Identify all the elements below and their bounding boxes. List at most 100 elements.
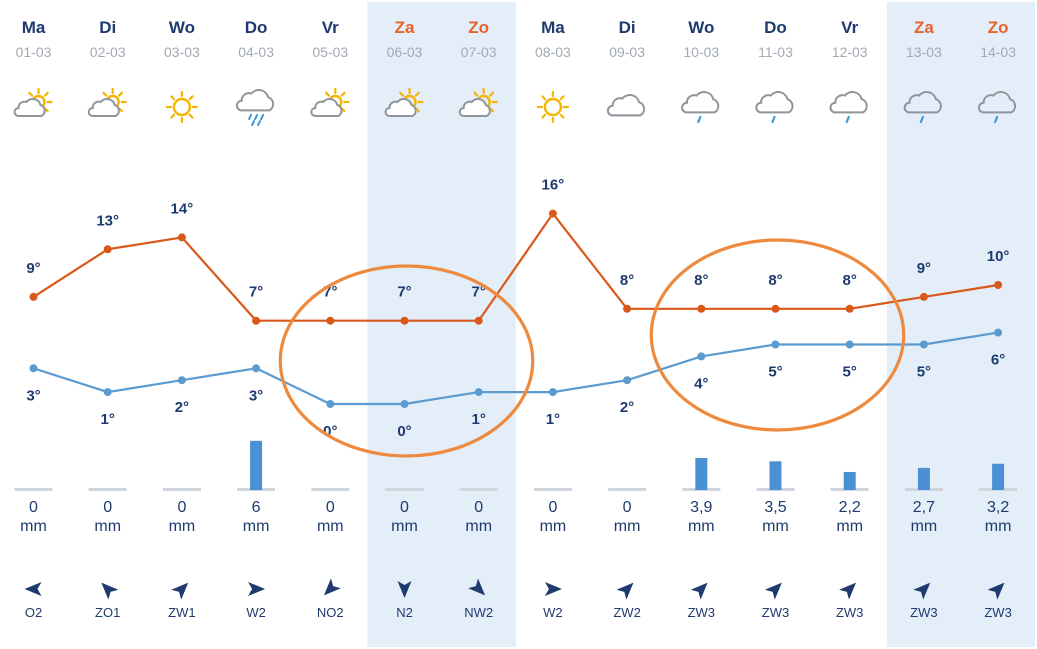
- min-temp-label: 5°: [917, 364, 931, 381]
- precip-unit: mm: [94, 518, 121, 535]
- day-name: Ma: [22, 18, 46, 37]
- arrow-northeast-icon: [616, 582, 634, 600]
- max-temp-label: 8°: [843, 272, 857, 289]
- min-temp-label: 4°: [694, 375, 708, 392]
- partly-cloudy-icon: [384, 87, 424, 117]
- min-temp-point: [771, 340, 780, 349]
- sun-ray: [399, 91, 405, 97]
- sun-ray: [28, 91, 34, 97]
- drizzle-cloud-icon: [903, 91, 942, 124]
- max-temp-point: [919, 292, 928, 301]
- cloud-shape: [681, 91, 720, 114]
- precip-baseline: [608, 488, 647, 491]
- cloud-shape: [606, 94, 646, 117]
- day-name: Za: [395, 18, 415, 37]
- sun-ray: [559, 113, 565, 119]
- precip-value: 3,2: [987, 499, 1009, 516]
- precip-unit: mm: [540, 518, 567, 535]
- arrow-southeast-icon: [468, 578, 486, 596]
- precip-baseline: [385, 488, 424, 491]
- max-temp-point: [994, 281, 1003, 289]
- wind-label: W2: [543, 605, 563, 620]
- min-temp-point: [623, 376, 632, 385]
- day-date: 01-03: [16, 44, 52, 60]
- rain-drop: [254, 114, 259, 120]
- min-temp-label: 6°: [991, 352, 1005, 369]
- sun-ray: [117, 91, 123, 97]
- min-temp-point: [177, 376, 186, 385]
- precip-value: 0: [400, 499, 409, 516]
- min-temp-label: 5°: [843, 364, 857, 381]
- day-date: 06-03: [387, 44, 423, 60]
- wind-label: ZW2: [613, 605, 640, 620]
- min-temp-point: [29, 364, 38, 373]
- precip-unit: mm: [169, 518, 196, 535]
- day-name: Do: [245, 18, 268, 37]
- rain-drop: [248, 114, 253, 120]
- sun-ray: [188, 113, 194, 119]
- min-temp-point: [474, 388, 483, 397]
- max-temp-label: 7°: [472, 284, 486, 301]
- sun-ray: [188, 95, 194, 101]
- min-temp-point: [919, 340, 928, 349]
- sun-ray: [541, 95, 547, 101]
- cloud-shape: [384, 98, 417, 117]
- wind-arrow-shape: [397, 581, 412, 598]
- day-date: 07-03: [461, 44, 497, 60]
- max-temp-label: 8°: [620, 272, 634, 289]
- rain-drop: [257, 120, 262, 126]
- wind-label: NW2: [464, 605, 493, 620]
- cloud-shape: [310, 98, 343, 117]
- precip-baseline: [162, 488, 201, 491]
- precip-value: 2,2: [839, 499, 861, 516]
- drizzle-cloud-icon: [681, 91, 720, 124]
- precip-unit: mm: [614, 518, 641, 535]
- precip-unit: mm: [985, 518, 1012, 535]
- wind-arrow-shape: [616, 582, 634, 600]
- min-temp-point: [326, 400, 335, 408]
- max-temp-point: [548, 209, 557, 218]
- rain-drop: [845, 115, 850, 124]
- wind-arrow-shape: [839, 582, 857, 600]
- precip-value: 0: [103, 499, 112, 516]
- max-temp-label: 7°: [397, 284, 411, 301]
- max-temp-label: 7°: [249, 284, 263, 301]
- precip-baseline: [88, 488, 127, 491]
- max-temp-label: 13°: [96, 212, 119, 229]
- precip-unit: mm: [762, 518, 789, 535]
- max-temp-point: [771, 304, 780, 313]
- precip-value: 0: [326, 499, 335, 516]
- min-temp-label: 2°: [620, 399, 634, 416]
- sun-ray: [559, 95, 565, 101]
- arrow-northeast-icon: [839, 582, 857, 600]
- max-temp-point: [29, 292, 38, 301]
- annotation-ellipse: [649, 238, 906, 432]
- sun-ray: [325, 91, 331, 97]
- rain-drop: [697, 115, 702, 124]
- sun-ray: [473, 91, 479, 97]
- min-temp-line: [33, 331, 999, 406]
- drizzle-cloud-icon: [755, 91, 794, 124]
- wind-label: O2: [25, 605, 42, 620]
- max-temp-point: [103, 245, 112, 254]
- day-name: Di: [619, 18, 636, 37]
- min-temp-label: 5°: [768, 364, 782, 381]
- min-temp-point: [994, 328, 1003, 337]
- drizzle-cloud-icon: [977, 91, 1017, 124]
- precip-bar: [695, 458, 708, 490]
- max-temp-label: 10°: [987, 248, 1010, 265]
- wind-arrow-shape: [468, 578, 486, 596]
- precip-baseline: [14, 488, 53, 491]
- min-temp-point: [103, 388, 112, 397]
- cloud-shape: [235, 89, 275, 112]
- drizzle-cloud-icon: [829, 91, 868, 124]
- day-date: 11-03: [758, 44, 793, 60]
- precip-unit: mm: [911, 518, 938, 535]
- annotations: [278, 238, 906, 458]
- max-temp-label: 9°: [917, 260, 931, 277]
- wind-section: O2 ZO1 ZW1 W2 NO2 N2 NW2 W2 ZW2 ZW3 ZW3 ZW3 ZW3 ZW3: [24, 578, 1012, 620]
- day-name: Zo: [988, 18, 1009, 37]
- weekend-band: [886, 2, 1036, 647]
- day-name: Vr: [322, 18, 339, 37]
